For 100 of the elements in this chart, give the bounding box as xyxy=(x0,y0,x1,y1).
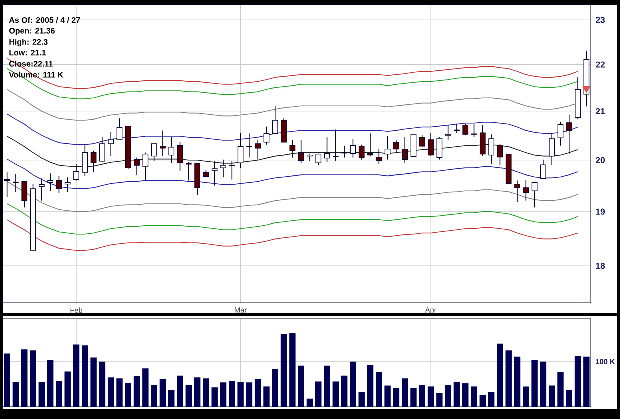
bar xyxy=(558,372,564,407)
bar xyxy=(168,390,175,407)
candlestick xyxy=(74,164,80,182)
candlestick xyxy=(90,150,97,173)
candlestick xyxy=(454,123,460,134)
bar xyxy=(4,354,10,407)
candlestick xyxy=(48,173,54,192)
bar xyxy=(350,362,356,407)
candlestick xyxy=(298,140,304,164)
bar xyxy=(506,350,512,407)
bar xyxy=(419,385,426,407)
candlestick xyxy=(436,137,443,160)
candlestick xyxy=(445,124,452,141)
bar xyxy=(332,382,340,407)
candlestick xyxy=(108,132,114,157)
candlestick xyxy=(428,132,434,157)
bar xyxy=(38,382,46,407)
candlestick xyxy=(177,142,184,172)
bar xyxy=(125,383,132,407)
candlestick xyxy=(168,137,175,164)
bar xyxy=(272,370,278,407)
candlestick xyxy=(272,106,278,134)
y-tick-label: 20 xyxy=(596,157,605,164)
candlestick xyxy=(324,137,330,162)
bar xyxy=(480,395,486,407)
candlestick xyxy=(394,140,400,154)
bar xyxy=(523,386,530,407)
candlestick xyxy=(558,122,564,146)
bar xyxy=(142,368,149,407)
candlestick xyxy=(56,176,62,194)
candlestick xyxy=(229,160,236,180)
bar xyxy=(238,382,244,407)
candlestick xyxy=(264,126,270,146)
candlestick xyxy=(142,152,149,181)
bar xyxy=(229,381,236,407)
candlestick xyxy=(281,118,287,143)
candlestick xyxy=(64,177,71,192)
bar xyxy=(410,388,417,407)
candlestick xyxy=(160,130,166,157)
bar xyxy=(99,362,106,407)
bar xyxy=(246,382,253,407)
candlestick xyxy=(514,180,520,202)
y-tick-label: 21 xyxy=(596,108,606,114)
candlestick xyxy=(238,132,244,168)
candlestick xyxy=(38,178,45,202)
bar xyxy=(566,390,572,407)
candlestick xyxy=(220,159,226,178)
bar xyxy=(160,379,166,407)
bar xyxy=(203,378,210,407)
bar xyxy=(30,350,36,407)
candlestick xyxy=(358,144,365,160)
annotation: Open: 21.36 xyxy=(9,28,55,36)
candlestick xyxy=(462,123,469,136)
bar xyxy=(471,386,478,407)
candlestick xyxy=(402,137,408,164)
bar xyxy=(47,360,54,407)
y-tick-label: 18 xyxy=(596,263,606,270)
candlestick xyxy=(350,138,356,158)
candlestick xyxy=(566,114,572,155)
candlestick xyxy=(246,133,252,158)
bar xyxy=(12,382,20,407)
bar xyxy=(462,384,469,407)
bar xyxy=(186,385,192,407)
bar xyxy=(367,365,374,407)
annotation: Low: 21.1 xyxy=(10,50,46,56)
bar xyxy=(384,386,391,407)
bar xyxy=(22,350,28,407)
bar xyxy=(548,386,556,407)
annotation: High: 22.3 xyxy=(10,39,48,47)
bar xyxy=(574,356,582,407)
bar xyxy=(134,376,140,407)
candlestick xyxy=(419,135,426,148)
bar xyxy=(376,372,382,407)
y-tick-label: 23 xyxy=(596,17,606,24)
candlestick xyxy=(410,134,417,158)
candlestick xyxy=(13,174,19,192)
candlestick xyxy=(497,144,504,166)
candlestick xyxy=(134,157,140,176)
y-tick-label: 22 xyxy=(596,62,606,68)
candlestick xyxy=(100,137,106,162)
annotation: As Of: 2005 / 4 / 27 xyxy=(9,17,80,24)
candlestick xyxy=(540,159,546,180)
bar xyxy=(540,362,547,407)
bar xyxy=(454,382,460,407)
bar xyxy=(488,392,495,407)
bar xyxy=(108,378,114,407)
bar xyxy=(212,388,218,407)
candlestick xyxy=(82,144,88,177)
candlestick xyxy=(255,140,262,160)
bar xyxy=(194,378,201,407)
candlestick xyxy=(290,140,296,158)
candlestick xyxy=(376,148,382,165)
bar xyxy=(358,392,365,407)
candlestick xyxy=(480,124,486,157)
bar xyxy=(402,378,408,407)
bar xyxy=(324,366,330,407)
candlestick xyxy=(332,129,339,162)
bar xyxy=(584,356,590,407)
bar xyxy=(151,385,158,407)
bar xyxy=(56,381,62,407)
